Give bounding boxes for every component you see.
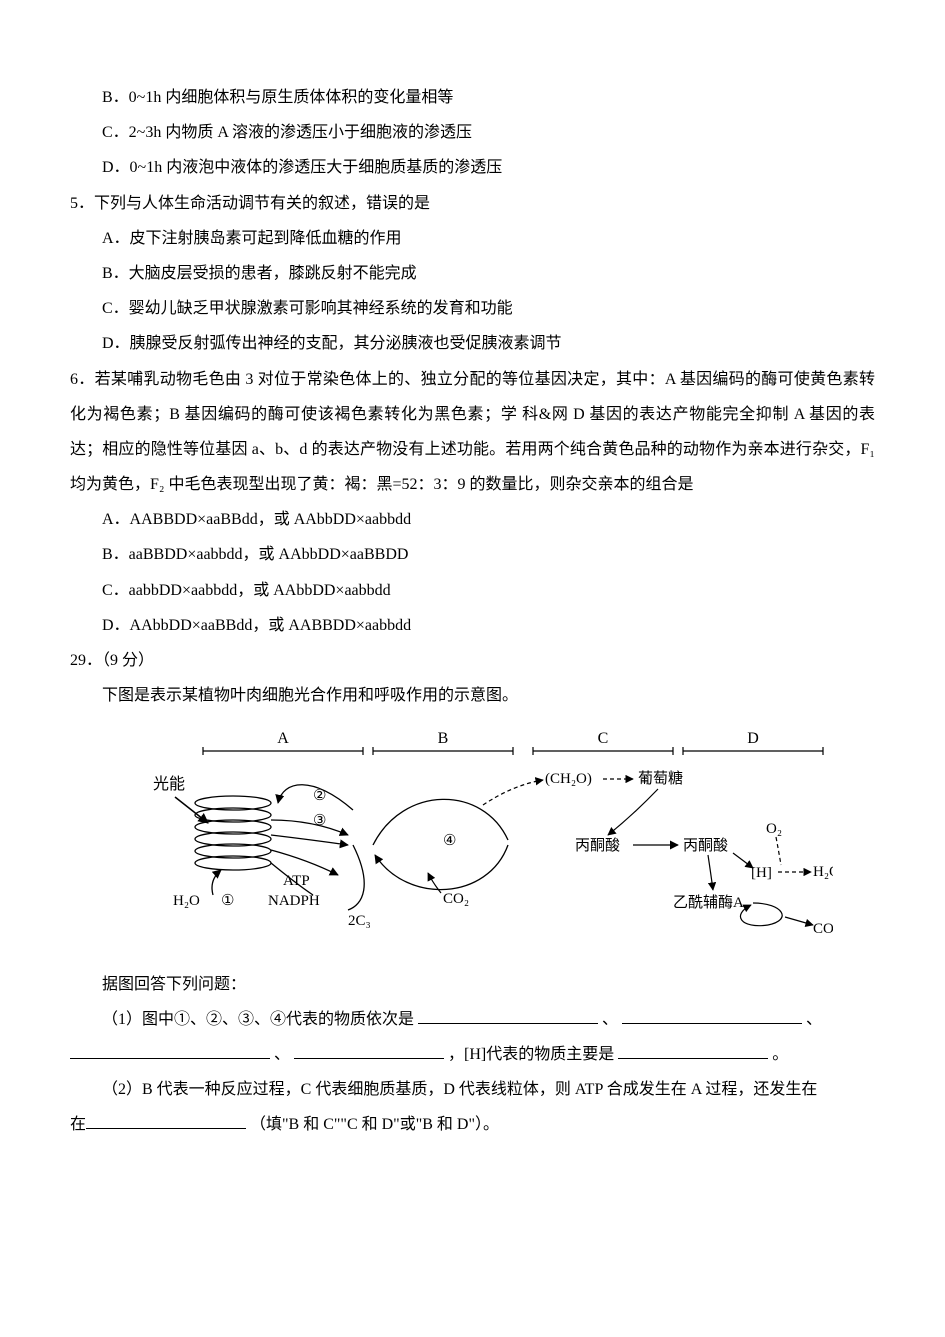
fig-label-light: 光能 — [153, 775, 185, 793]
fig-label-h-right: [H] — [751, 865, 772, 881]
q29-sub2-line2: 在 （填"B 和 C""C 和 D"或"B 和 D"）。 — [70, 1107, 875, 1142]
blank-4[interactable] — [294, 1042, 444, 1059]
fig-label-h2o-left: H₂O — [173, 893, 200, 909]
q29-sub2-b: （填"B 和 C""C 和 D"或"B 和 D"）。 — [250, 1116, 499, 1133]
svg-text:B: B — [437, 730, 448, 747]
q5-option-b: B．大脑皮层受损的患者，膝跳反射不能完成 — [70, 256, 875, 291]
q29-sep1: 、 — [602, 1011, 618, 1028]
blank-3[interactable] — [70, 1042, 270, 1059]
q29-sep3: 、 — [274, 1046, 290, 1063]
option-b-prev: B．0~1h 内细胞体积与原生质体体积的变化量相等 — [70, 80, 875, 115]
fig-label-pyruvate-c: 丙酮酸 — [575, 837, 620, 854]
q5-stem: 5．下列与人体生命活动调节有关的叙述，错误的是 — [70, 186, 875, 221]
q6-option-a: A．AABBDD×aaBBdd，或 AAbbDD×aabbdd — [70, 502, 875, 537]
svg-text:D: D — [747, 730, 759, 747]
option-c-prev: C．2~3h 内物质 A 溶液的渗透压小于细胞液的渗透压 — [70, 115, 875, 150]
fig-label-o2: O₂ — [766, 821, 782, 837]
q6-stem-text: 6．若某哺乳动物毛色由 3 对位于常染色体上的、独立分配的等位基因决定，其中：A… — [70, 371, 875, 494]
q6-stem: 6．若某哺乳动物毛色由 3 对位于常染色体上的、独立分配的等位基因决定，其中：A… — [70, 362, 875, 503]
q5-option-c: C．婴幼儿缺乏甲状腺激素可影响其神经系统的发育和功能 — [70, 291, 875, 326]
fig-label-glucose: 葡萄糖 — [638, 770, 683, 787]
svg-text:A: A — [277, 730, 289, 747]
fig-label-co2-mid: CO₂ — [443, 891, 469, 907]
fig-label-circ1: ① — [221, 893, 234, 909]
fig-label-pyruvate-d: 丙酮酸 — [683, 837, 728, 854]
fig-label-2c3: 2C₃ — [348, 913, 371, 929]
option-d-prev: D．0~1h 内液泡中液体的渗透压大于细胞质基质的渗透压 — [70, 150, 875, 185]
fig-label-coa: 乙酰辅酶A — [673, 894, 744, 911]
blank-1[interactable] — [418, 1007, 598, 1024]
fig-label-ch2o: (CH₂O) — [545, 771, 592, 787]
q29-sub1-d: ，[H]代表的物质主要是 — [448, 1046, 614, 1063]
q29-sub2-line1: （2）B 代表一种反应过程，C 代表细胞质基质，D 代表线粒体，则 ATP 合成… — [70, 1072, 875, 1107]
q29-sub2-a: （2）B 代表一种反应过程，C 代表细胞质基质，D 代表线粒体，则 ATP 合成… — [102, 1081, 817, 1098]
fig-label-co2-right: CO₂ — [813, 921, 833, 935]
q29-sep2: 、 — [806, 1011, 822, 1028]
q29-sub1-a: （1）图中①、②、③、④代表的物质依次是 — [102, 1011, 414, 1028]
svg-text:C: C — [597, 730, 608, 747]
q5-option-d: D．胰腺受反射弧传出神经的支配，其分泌胰液也受促胰液素调节 — [70, 326, 875, 361]
q5-option-a: A．皮下注射胰岛素可起到降低血糖的作用 — [70, 221, 875, 256]
fig-label-nadph: NADPH — [268, 893, 320, 909]
q29-sub1-line2: 、 ，[H]代表的物质主要是 。 — [70, 1037, 875, 1072]
q29-sub1-e: 。 — [772, 1046, 788, 1063]
q6-option-d: D．AAbbDD×aaBBdd，或 AABBDD×aabbdd — [70, 608, 875, 643]
q6-option-c: C．aabbDD×aabbdd，或 AAbbDD×aabbdd — [70, 573, 875, 608]
q29-figure: A B C D 光能 H₂O ① ATP NADPH ② ③ 2C₃ ④ CO₂ — [113, 725, 833, 948]
q29-header: 29．（9 分） — [70, 643, 875, 678]
q29-intro: 下图是表示某植物叶肉细胞光合作用和呼吸作用的示意图。 — [70, 678, 875, 713]
q29-sub1-line1: （1）图中①、②、③、④代表的物质依次是 、 、 — [70, 1002, 875, 1037]
q29-after-fig: 据图回答下列问题： — [70, 967, 875, 1002]
fig-label-circ4: ④ — [443, 833, 456, 849]
blank-5[interactable] — [618, 1042, 768, 1059]
blank-6[interactable] — [86, 1112, 246, 1129]
fig-label-circ3: ③ — [313, 813, 326, 829]
blank-2[interactable] — [622, 1007, 802, 1024]
fig-label-h2o-right: H₂O — [813, 864, 833, 880]
q6-option-b: B．aaBBDD×aabbdd，或 AAbbDD×aaBBDD — [70, 537, 875, 572]
